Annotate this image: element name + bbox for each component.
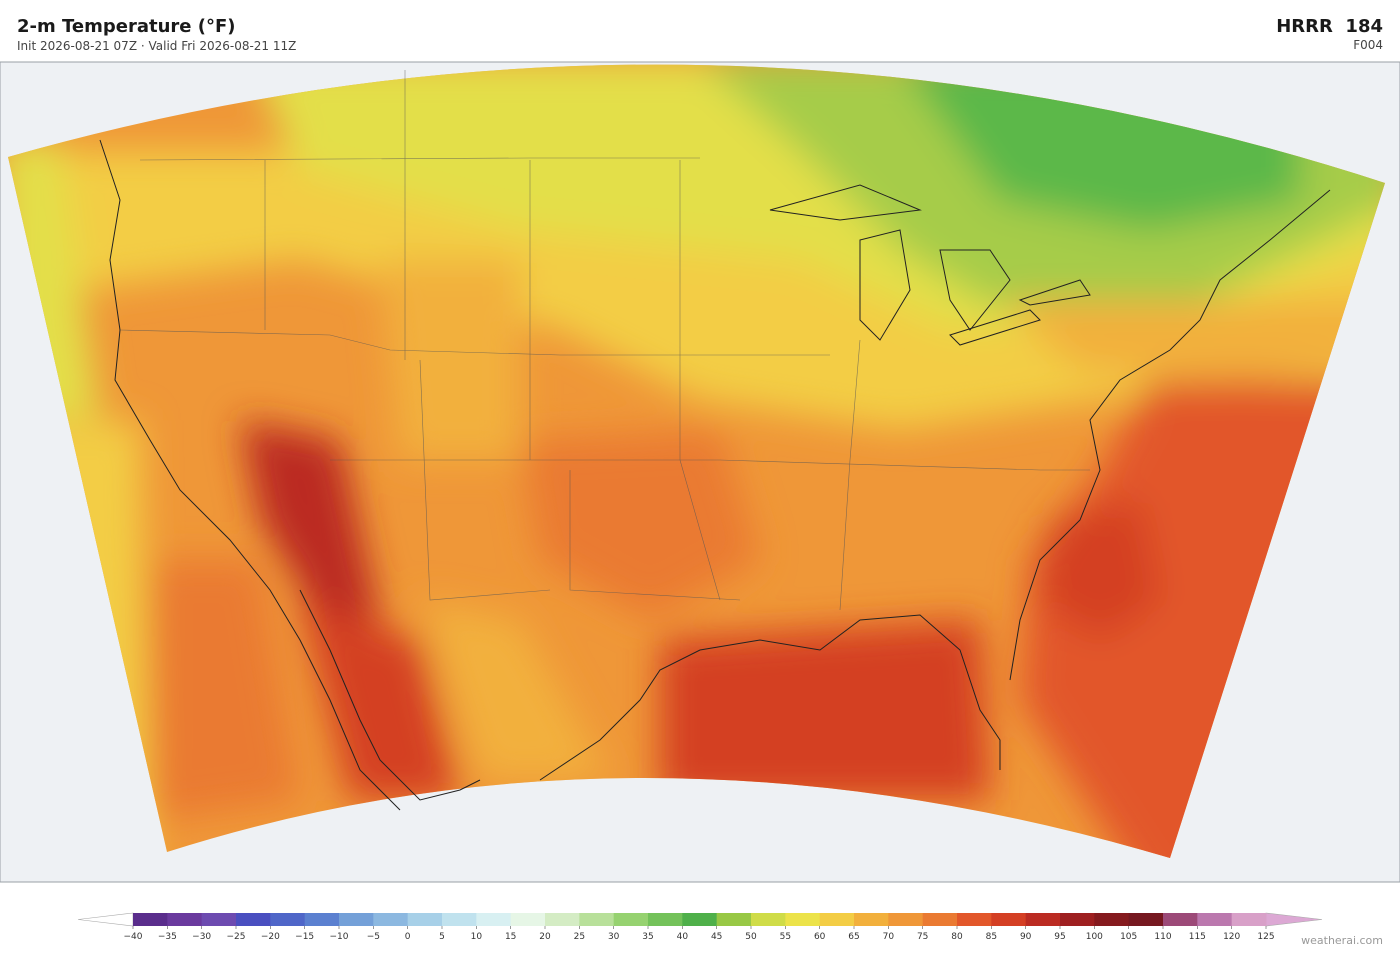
colorbar-segment	[510, 913, 546, 926]
colorbar-tick-label: 60	[814, 932, 826, 942]
colorbar-tick-label: 15	[505, 932, 516, 942]
colorbar-segment	[373, 913, 409, 926]
colorbar-segment	[922, 913, 958, 926]
colorbar-tick-label: −40	[124, 932, 143, 942]
colorbar-segment	[579, 913, 615, 926]
colorbar-segment	[339, 913, 374, 926]
colorbar-tick-label: −35	[158, 932, 177, 942]
colorbar-segment	[407, 913, 443, 926]
colorbar-segment	[991, 913, 1027, 926]
temperature-field	[8, 64, 1385, 859]
colorbar-tick-label: −5	[367, 932, 380, 942]
colorbar-segment	[442, 913, 477, 926]
colorbar-segment	[888, 913, 924, 926]
colorbar-tick-label: −15	[295, 932, 314, 942]
colorbar-tick-label: 115	[1189, 932, 1206, 942]
colorbar-segment	[476, 913, 512, 926]
colorbar-segment	[1025, 913, 1061, 926]
colorbar-tick-label: 125	[1257, 932, 1274, 942]
colorbar-tick-label: −20	[261, 932, 280, 942]
colorbar-segment	[648, 913, 683, 926]
colorbar-segment	[716, 913, 752, 926]
colorbar-segment	[304, 913, 340, 926]
colorbar-segment	[1128, 913, 1164, 926]
colorbar-segment	[785, 913, 821, 926]
colorbar-under	[77, 912, 134, 927]
colorbar-segment	[819, 913, 855, 926]
colorbar-segment	[1197, 913, 1233, 926]
colorbar-tick-label: 120	[1223, 932, 1240, 942]
model-name: HRRR 184	[1276, 16, 1383, 37]
colorbar-over	[1265, 912, 1323, 927]
colorbar-tick-label: 105	[1120, 932, 1137, 942]
colorbar-tick-label: 10	[471, 932, 483, 942]
watermark: weatherai.com	[1301, 934, 1383, 947]
colorbar-segment	[167, 913, 203, 926]
colorbar-tick-label: 25	[574, 932, 585, 942]
colorbar-tick-label: 30	[608, 932, 620, 942]
colorbar-tick-label: 5	[439, 932, 445, 942]
map-title: 2-m Temperature (°F)	[17, 16, 236, 37]
colorbar-segment	[957, 913, 992, 926]
colorbar-segment	[545, 913, 580, 926]
colorbar-segment	[201, 913, 237, 926]
colorbar-segment	[613, 913, 649, 926]
colorbar-tick-label: −10	[330, 932, 349, 942]
colorbar-segment	[1231, 913, 1267, 926]
colorbar-tick-label: 55	[780, 932, 791, 942]
colorbar-tick-label: 0	[405, 932, 411, 942]
colorbar-tick-label: 85	[986, 932, 997, 942]
colorbar-tick-label: 65	[848, 932, 859, 942]
colorbar-segment	[270, 913, 306, 926]
colorbar-segment	[751, 913, 786, 926]
colorbar-tick-label: 20	[539, 932, 551, 942]
colorbar-segment	[1163, 913, 1198, 926]
colorbar-tick-label: 45	[711, 932, 722, 942]
colorbar-tick-label: 90	[1020, 932, 1032, 942]
forecast-hour: F004	[1353, 38, 1383, 52]
colorbar-segment	[133, 913, 168, 926]
map-subtitle: Init 2026-08-21 07Z · Valid Fri 2026-08-…	[17, 39, 297, 53]
colorbar-tick-label: 75	[917, 932, 928, 942]
colorbar-tick-label: 35	[642, 932, 653, 942]
colorbar-segment	[1094, 913, 1130, 926]
coastlines	[99, 139, 1331, 811]
colorbar-tick-label: 110	[1154, 932, 1171, 942]
colorbar-tick-label: 50	[745, 932, 757, 942]
colorbar-segment	[1060, 913, 1095, 926]
colorbar-tick-label: 95	[1054, 932, 1065, 942]
colorbar-tick-label: 40	[677, 932, 689, 942]
colorbar-segment	[682, 913, 718, 926]
colorbar-segment	[236, 913, 271, 926]
colorbar-tick-label: −30	[192, 932, 211, 942]
colorbar-tick-label: 100	[1086, 932, 1103, 942]
colorbar-tick-label: 70	[883, 932, 895, 942]
colorbar-tick-label: 80	[951, 932, 963, 942]
colorbar-tick-label: −25	[227, 932, 246, 942]
state-borders	[119, 70, 1090, 611]
colorbar-segment	[854, 913, 889, 926]
